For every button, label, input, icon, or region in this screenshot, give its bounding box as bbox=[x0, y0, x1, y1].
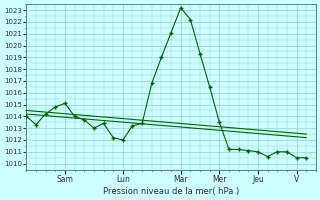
X-axis label: Pression niveau de la mer( hPa ): Pression niveau de la mer( hPa ) bbox=[103, 187, 239, 196]
